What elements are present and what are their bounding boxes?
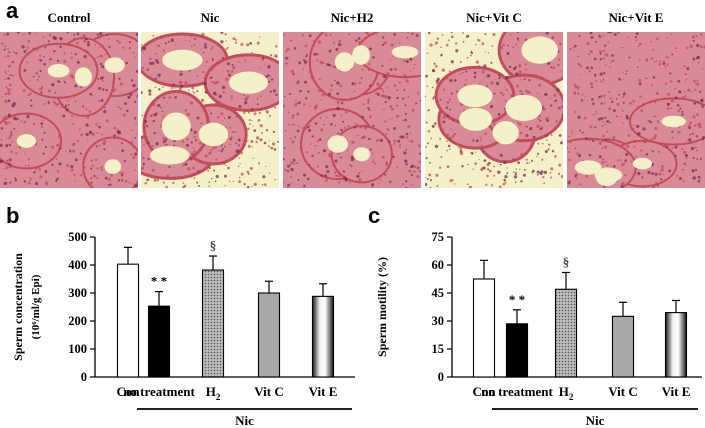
bar-0 <box>116 263 140 378</box>
y-tick-label: 75 <box>432 230 445 244</box>
x-tick-label: H2 <box>206 384 221 402</box>
x-tick-label: Vit C <box>254 384 284 399</box>
significance-section-mark: § <box>210 238 217 253</box>
bar-2 <box>201 269 225 378</box>
x-tick-label: no treatment <box>481 384 553 399</box>
bar-1 <box>147 305 171 378</box>
micrograph-label-control: Control <box>47 10 91 25</box>
significance-section-mark: § <box>563 254 570 269</box>
micrograph-label-vite: Nic+Vit E <box>608 10 664 25</box>
y-axis-unit: (10⁶/ml/g Epi) <box>30 274 42 339</box>
bar-4 <box>664 312 688 378</box>
x-tick-label: no treatment <box>123 384 195 399</box>
group-label: Nic <box>235 413 254 428</box>
x-tick-label: Con <box>472 384 496 399</box>
y-tick-label: 400 <box>68 258 87 272</box>
x-tick-label: Vit E <box>662 384 691 399</box>
y-tick-label: 45 <box>432 286 445 300</box>
micrograph-vitc <box>425 32 563 188</box>
micrograph-label-vitc: Nic+Vit C <box>466 10 522 25</box>
y-tick-label: 500 <box>68 230 87 244</box>
significance-stars: * * <box>509 292 525 307</box>
micrograph-vite <box>567 32 705 188</box>
bar-0 <box>472 278 496 378</box>
x-tick-label: Vit E <box>309 384 338 399</box>
bar-2 <box>554 288 578 378</box>
x-tick-label: Vit C <box>608 384 638 399</box>
panel-letter-b: b <box>6 203 20 228</box>
micrograph-label-h2: Nic+H2 <box>330 10 374 25</box>
x-tick-label: Con <box>116 384 140 399</box>
y-tick-label: 300 <box>68 286 87 300</box>
micrograph-nic <box>141 32 279 188</box>
bar-3 <box>257 292 281 378</box>
y-axis-label: Sperm motility (%) <box>375 257 389 357</box>
y-tick-label: 100 <box>68 342 87 356</box>
y-tick-label: 15 <box>432 342 445 356</box>
chart-c: 0 15 30 45 60 75 Sperm motility (%) Con * * no tr… <box>375 230 702 428</box>
micrograph-label-nic: Nic <box>200 10 220 25</box>
bar-4 <box>311 295 335 378</box>
y-tick-label: 60 <box>432 258 445 272</box>
x-tick-label: H2 <box>559 384 574 402</box>
y-tick-label: 0 <box>438 370 444 384</box>
y-axis-label: Sperm concentration <box>11 253 25 361</box>
y-tick-label: 200 <box>68 314 87 328</box>
y-tick-label: 30 <box>432 314 445 328</box>
group-label: Nic <box>586 413 605 428</box>
significance-stars: * * <box>151 274 167 289</box>
bar-1 <box>505 323 529 378</box>
bar-3 <box>611 315 635 378</box>
micrograph-control <box>0 32 138 188</box>
panel-letter-a: a <box>6 0 19 23</box>
micrograph-h2 <box>283 32 421 188</box>
panel-letter-c: c <box>368 203 381 228</box>
chart-b: 0 100 200 300 400 500 Sperm concentration (10⁶/… <box>11 230 355 428</box>
y-tick-label: 0 <box>81 370 87 384</box>
